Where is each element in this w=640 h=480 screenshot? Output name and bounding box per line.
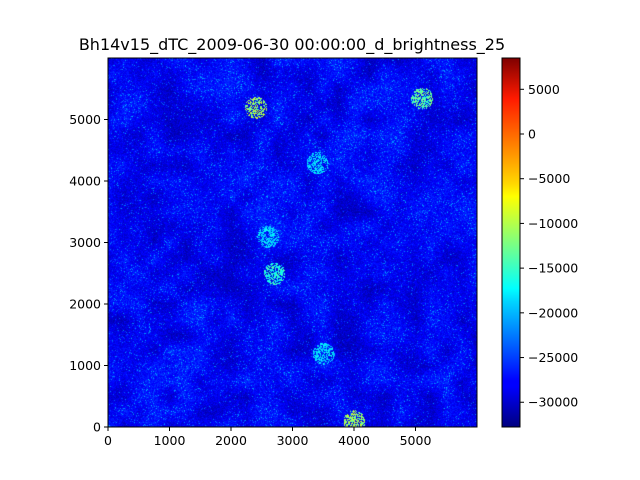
colorbar: −30000 −25000 −20000 −15000 −10000 −5000 0 5000 (501, 57, 578, 428)
y-tick-label: 2000 (69, 297, 101, 312)
heatmap-image (108, 58, 477, 427)
x-axis: 0 1000 2000 3000 4000 5000 (104, 427, 431, 448)
colorbar-tick-label: −15000 (528, 261, 578, 276)
colorbar-ticks: −30000 −25000 −20000 −15000 −10000 −5000 0 5000 (520, 82, 578, 410)
colorbar-tick-label: −20000 (528, 305, 578, 320)
y-axis: 0 1000 2000 3000 4000 5000 (69, 112, 108, 435)
colorbar-tick-label: −5000 (528, 171, 570, 186)
chart-title: Bh14v15_dTC_2009-06-30 00:00:00_d_bright… (79, 35, 505, 55)
colorbar-gradient (501, 57, 521, 428)
y-tick-label: 1000 (69, 358, 101, 373)
x-tick-label: 3000 (277, 433, 309, 448)
colorbar-tick-label: 0 (528, 127, 536, 142)
x-tick-label: 5000 (400, 433, 432, 448)
y-tick-label: 3000 (69, 235, 101, 250)
x-tick-label: 1000 (154, 433, 186, 448)
colorbar-tick-label: −10000 (528, 216, 578, 231)
y-tick-label: 4000 (69, 174, 101, 189)
x-tick-label: 2000 (215, 433, 247, 448)
y-tick-label: 0 (93, 420, 101, 435)
plot-area (107, 57, 478, 428)
y-tick-label: 5000 (69, 112, 101, 127)
colorbar-tick-label: −25000 (528, 350, 578, 365)
colorbar-tick-label: 5000 (528, 82, 560, 97)
colorbar-tick-label: −30000 (528, 395, 578, 410)
x-tick-label: 4000 (338, 433, 370, 448)
x-tick-label: 0 (104, 433, 112, 448)
